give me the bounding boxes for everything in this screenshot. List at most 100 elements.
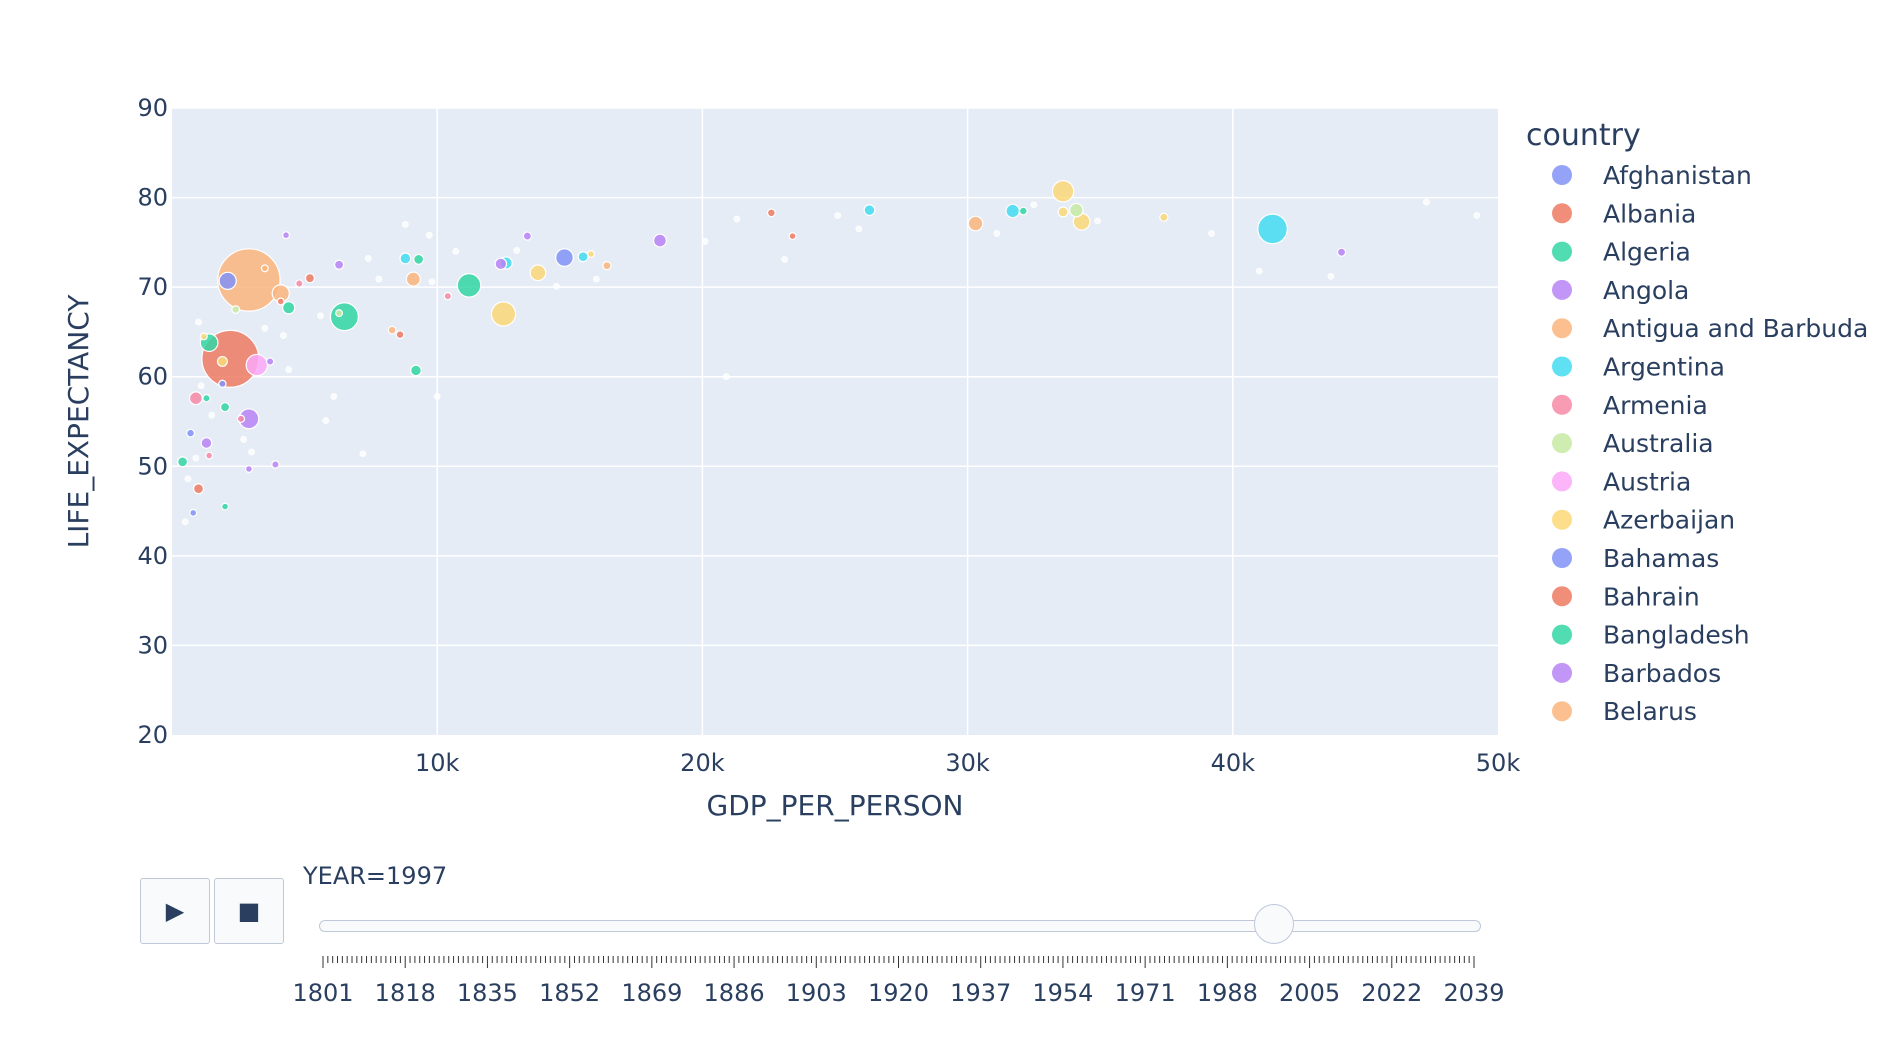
- bubble-point[interactable]: [443, 291, 453, 301]
- bubble-point[interactable]: [781, 255, 789, 263]
- bubble-point[interactable]: [265, 357, 275, 366]
- bubble-point[interactable]: [186, 428, 195, 438]
- bubble-point[interactable]: [333, 259, 345, 270]
- legend-item[interactable]: Afghanistan: [1552, 161, 1752, 190]
- bubble-point[interactable]: [863, 204, 876, 217]
- bubble-point[interactable]: [248, 448, 255, 456]
- bubble-point[interactable]: [240, 435, 248, 443]
- bubble-point[interactable]: [425, 231, 433, 239]
- bubble-point[interactable]: [271, 460, 280, 469]
- bubble-point[interactable]: [399, 252, 412, 265]
- bubble-point[interactable]: [1057, 206, 1069, 218]
- bubble-point[interactable]: [722, 373, 730, 381]
- legend-item[interactable]: Argentina: [1552, 353, 1725, 382]
- bubble-point[interactable]: [330, 393, 338, 400]
- bubble-point[interactable]: [1018, 206, 1028, 216]
- bubble-point[interactable]: [317, 312, 324, 320]
- bubble-point[interactable]: [577, 251, 589, 263]
- bubble-point[interactable]: [192, 454, 200, 462]
- year-slider-rail[interactable]: [319, 920, 1481, 932]
- bubble-point[interactable]: [260, 264, 269, 273]
- bubble-point[interactable]: [359, 450, 367, 458]
- bubble-point[interactable]: [1473, 212, 1481, 219]
- bubble-point[interactable]: [653, 233, 667, 248]
- bubble-point[interactable]: [733, 215, 741, 223]
- bubble-point[interactable]: [1257, 213, 1288, 245]
- bubble-point[interactable]: [433, 393, 441, 400]
- legend-item[interactable]: Albania: [1552, 199, 1696, 228]
- bubble-point[interactable]: [181, 518, 189, 526]
- bubble-point[interactable]: [304, 273, 316, 284]
- bubble-point[interactable]: [189, 508, 198, 517]
- bubble-point[interactable]: [197, 382, 205, 390]
- bubble-point[interactable]: [282, 231, 291, 240]
- bubble-point[interactable]: [405, 271, 421, 287]
- legend-item[interactable]: Armenia: [1552, 391, 1708, 420]
- bubble-point[interactable]: [993, 229, 1001, 237]
- bubble-point[interactable]: [329, 302, 359, 332]
- bubble-point[interactable]: [602, 261, 612, 271]
- bubble-point[interactable]: [221, 502, 230, 511]
- bubble-point[interactable]: [1030, 201, 1038, 209]
- bubble-point[interactable]: [967, 215, 984, 232]
- bubble-point[interactable]: [231, 305, 241, 314]
- data-points[interactable]: [177, 180, 1481, 526]
- bubble-point[interactable]: [295, 279, 304, 288]
- bubble-point[interactable]: [1422, 198, 1430, 206]
- bubble-point[interactable]: [452, 247, 460, 255]
- bubble-point[interactable]: [1159, 212, 1169, 222]
- bubble-point[interactable]: [428, 278, 436, 286]
- bubble-point[interactable]: [587, 250, 595, 258]
- bubble-point[interactable]: [766, 208, 776, 218]
- bubble-point[interactable]: [335, 309, 344, 318]
- bubble-point[interactable]: [1069, 202, 1084, 218]
- bubble-point[interactable]: [413, 253, 425, 265]
- bubble-point[interactable]: [401, 221, 409, 228]
- year-slider-handle[interactable]: [1254, 904, 1294, 944]
- bubble-point[interactable]: [513, 247, 521, 254]
- bubble-point[interactable]: [592, 275, 600, 283]
- bubble-point[interactable]: [244, 465, 253, 473]
- bubble-point[interactable]: [285, 366, 293, 373]
- legend-item[interactable]: Austria: [1552, 467, 1691, 496]
- bubble-point[interactable]: [490, 301, 517, 327]
- bubble-point[interactable]: [375, 275, 383, 283]
- bubble-point[interactable]: [553, 282, 560, 290]
- play-button[interactable]: ▶: [140, 878, 210, 944]
- bubble-point[interactable]: [245, 353, 269, 377]
- bubble-point[interactable]: [834, 212, 842, 219]
- bubble-point[interactable]: [555, 248, 574, 267]
- legend-item[interactable]: Bahrain: [1552, 582, 1700, 611]
- bubble-point[interactable]: [276, 297, 285, 306]
- bubble-point[interactable]: [218, 271, 237, 291]
- legend-item[interactable]: Antigua and Barbuda: [1552, 314, 1868, 343]
- legend-item[interactable]: Bangladesh: [1552, 621, 1750, 650]
- bubble-point[interactable]: [199, 332, 208, 341]
- bubble-point[interactable]: [236, 414, 246, 424]
- legend[interactable]: Afghanistan Albania Algeria Angola Antigua a…: [1552, 161, 1868, 726]
- bubble-point[interactable]: [522, 231, 532, 241]
- stop-button[interactable]: ■: [214, 878, 284, 944]
- bubble-point[interactable]: [855, 225, 863, 233]
- bubble-point[interactable]: [494, 257, 508, 271]
- bubble-point[interactable]: [1208, 229, 1216, 237]
- bubble-point[interactable]: [364, 255, 372, 262]
- bubble-point[interactable]: [216, 355, 228, 368]
- bubble-point[interactable]: [1336, 247, 1347, 257]
- bubble-point[interactable]: [1327, 272, 1335, 280]
- bubble-point[interactable]: [218, 379, 227, 389]
- bubble-point[interactable]: [1094, 217, 1101, 225]
- bubble-point[interactable]: [788, 232, 797, 241]
- legend-item[interactable]: Azerbaijan: [1552, 506, 1735, 535]
- bubble-point[interactable]: [410, 364, 422, 377]
- bubble-point[interactable]: [529, 264, 547, 282]
- bubble-point[interactable]: [1051, 180, 1075, 203]
- bubble-point[interactable]: [387, 325, 397, 335]
- legend-item[interactable]: Algeria: [1552, 238, 1691, 267]
- bubble-point[interactable]: [456, 273, 482, 298]
- bubble-point[interactable]: [219, 402, 231, 413]
- bubble-point[interactable]: [200, 437, 213, 449]
- bubble-point[interactable]: [195, 318, 202, 326]
- bubble-point[interactable]: [192, 483, 205, 495]
- bubble-point[interactable]: [322, 417, 330, 425]
